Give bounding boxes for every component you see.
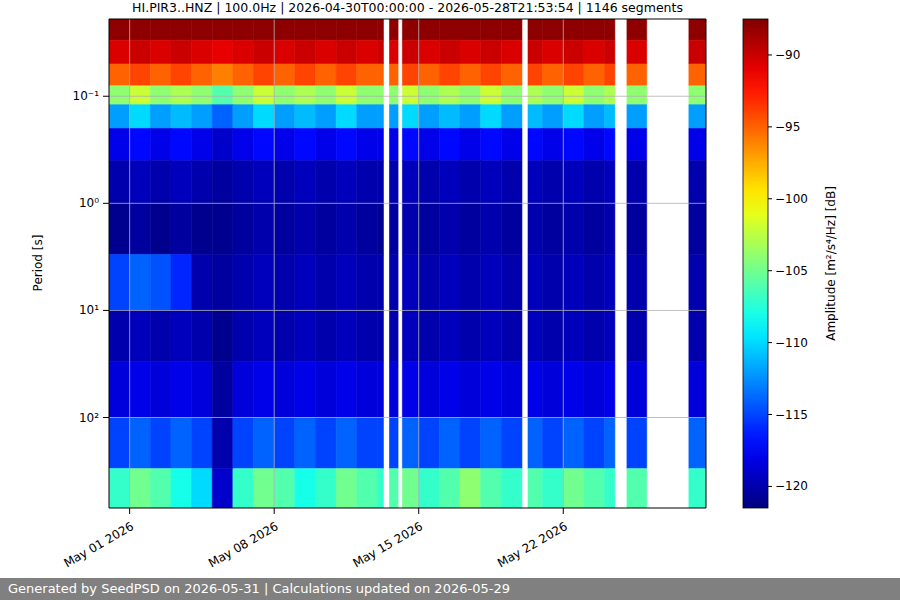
svg-text:−115: −115: [775, 408, 808, 422]
svg-text:−95: −95: [775, 120, 800, 134]
svg-text:−110: −110: [775, 336, 808, 350]
svg-text:May 15 2026: May 15 2026: [350, 519, 425, 570]
svg-text:−90: −90: [775, 48, 800, 62]
svg-text:10¹: 10¹: [79, 303, 99, 317]
svg-text:−105: −105: [775, 264, 808, 278]
html-text:Period [s]: Period [s]: [31, 234, 45, 292]
html-text:HI.PIR3..HNZ | 100.0Hz | 2026-: HI.PIR3..HNZ | 100.0Hz | 2026-04-30T00:0…: [132, 0, 683, 15]
svg-text:Amplitude [m²/s⁴/Hz] [dB]: Amplitude [m²/s⁴/Hz] [dB]: [824, 186, 838, 341]
svg-text:10⁰: 10⁰: [79, 196, 99, 210]
svg-text:10²: 10²: [79, 411, 99, 425]
svg-text:10⁻¹: 10⁻¹: [73, 89, 100, 103]
svg-text:−120: −120: [775, 479, 808, 493]
svg-text:May 01 2026: May 01 2026: [61, 519, 136, 570]
html-text:Generated by SeedPSD on 2026-0: Generated by SeedPSD on 2026-05-31 | Cal…: [8, 581, 510, 596]
svg-text:−100: −100: [775, 192, 808, 206]
svg-text:May 22 2026: May 22 2026: [495, 519, 570, 570]
svg-text:May 08 2026: May 08 2026: [206, 519, 281, 570]
